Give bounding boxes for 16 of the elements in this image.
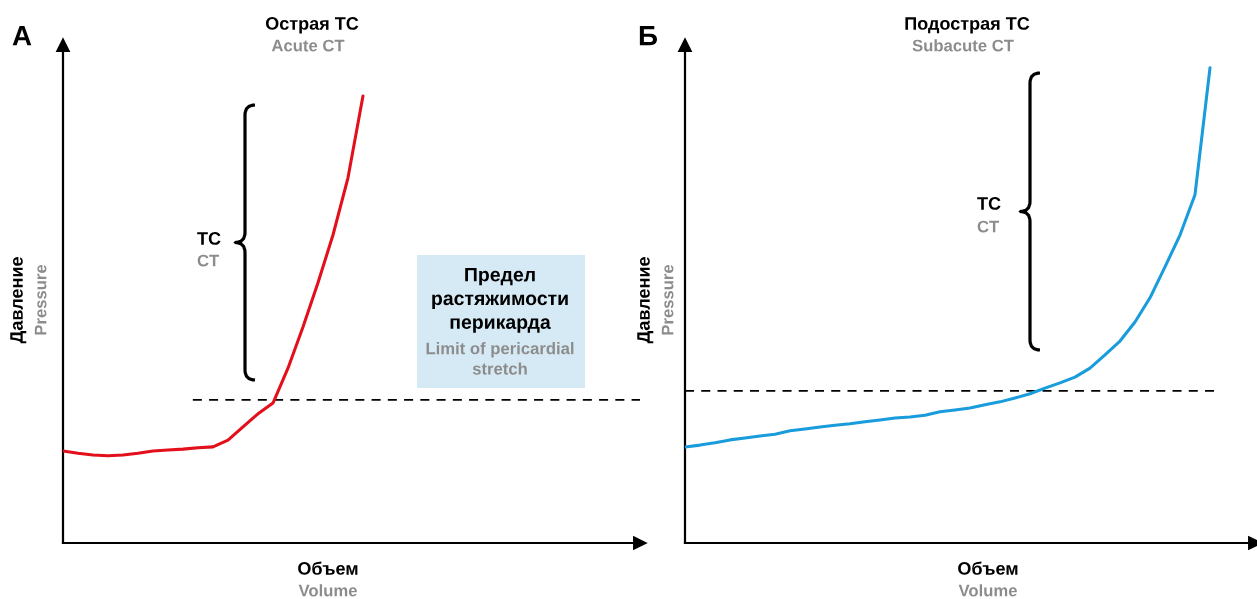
chart-subtitle: Subacute CT (912, 39, 1014, 52)
annotation: CT (977, 220, 1000, 233)
x-axis-title: Объем Volume (958, 561, 1018, 597)
annotation: Предел растяжимости перикарда (432, 267, 568, 333)
x-axis-title: Объем Volume (298, 561, 358, 597)
y-axis-title: Давление Pressure (10, 257, 47, 344)
annotation: Limit of pericardial stretch (426, 342, 574, 375)
chart-title: Острая ТС (265, 17, 359, 34)
annotation: ТС (197, 232, 221, 245)
chart-title: Подострая ТС (905, 17, 1030, 34)
chart-subtitle: Acute CT (271, 39, 345, 52)
y-axis-title: Давление Pressure (637, 257, 674, 344)
text: Б (639, 26, 657, 46)
annotation: ТС (977, 197, 1001, 210)
text: А (12, 26, 32, 46)
annotation: CT (197, 254, 220, 267)
